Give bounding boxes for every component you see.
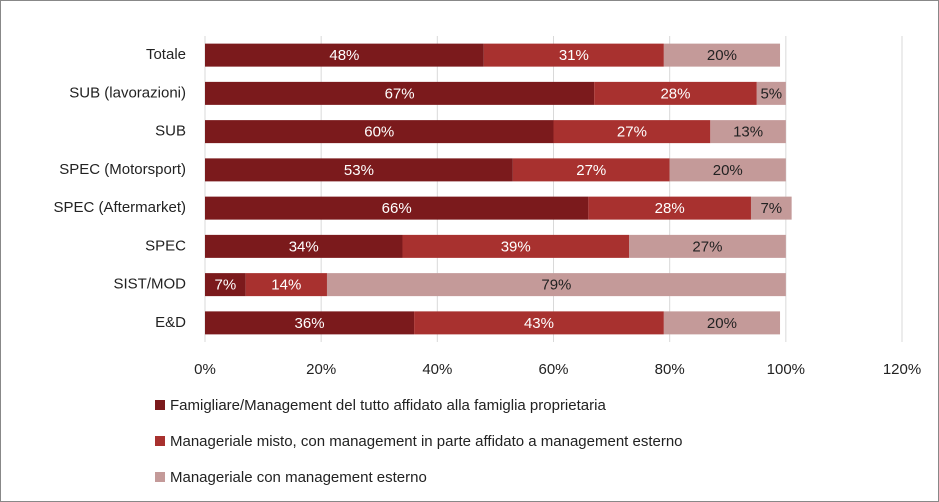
x-tick-label: 100% bbox=[767, 361, 805, 378]
data-label: 27% bbox=[617, 124, 647, 141]
bar-segment bbox=[756, 81, 786, 105]
data-label: 66% bbox=[382, 200, 412, 217]
bar-segment bbox=[205, 43, 484, 67]
x-tick-label: 40% bbox=[422, 361, 452, 378]
data-label: 5% bbox=[760, 85, 782, 102]
bar-segment bbox=[205, 81, 595, 105]
data-label: 67% bbox=[385, 85, 415, 102]
y-tick-label: SPEC (Aftermarket) bbox=[53, 199, 186, 216]
data-label: 43% bbox=[524, 315, 554, 332]
data-label: 13% bbox=[733, 124, 763, 141]
bar-segment bbox=[205, 234, 403, 258]
bar-segment bbox=[629, 234, 786, 258]
data-label: 60% bbox=[364, 124, 394, 141]
data-label: 34% bbox=[289, 238, 319, 255]
data-label: 20% bbox=[713, 162, 743, 179]
data-label: 28% bbox=[660, 85, 690, 102]
data-label: 27% bbox=[692, 238, 722, 255]
x-tick-label: 80% bbox=[655, 361, 685, 378]
bar-segment bbox=[710, 120, 786, 144]
bar-segment bbox=[553, 120, 711, 144]
y-tick-label: SPEC bbox=[145, 237, 186, 254]
y-tick-label: E&D bbox=[155, 314, 186, 331]
bar-segment bbox=[205, 273, 246, 297]
y-tick-label: SIST/MOD bbox=[113, 276, 186, 293]
bar-segment bbox=[205, 120, 554, 144]
legend-swatch bbox=[155, 436, 165, 446]
legend-swatch bbox=[155, 472, 165, 482]
bar-segment bbox=[414, 311, 664, 335]
bar-segment bbox=[669, 158, 786, 182]
bar-segment bbox=[205, 158, 513, 182]
bar-segment bbox=[663, 311, 781, 335]
bar-segment bbox=[402, 234, 630, 258]
legend-label: Manageriale con management esterno bbox=[170, 469, 427, 486]
legend-label: Famigliare/Management del tutto affidato… bbox=[170, 397, 606, 414]
bar-segment bbox=[512, 158, 670, 182]
bar-segment bbox=[588, 196, 751, 220]
data-label: 27% bbox=[576, 162, 606, 179]
bar-segment bbox=[205, 196, 589, 220]
data-label: 20% bbox=[707, 315, 737, 332]
bar-segment bbox=[663, 43, 781, 67]
data-label: 31% bbox=[559, 47, 589, 64]
bar-segment bbox=[750, 196, 792, 220]
bar-segment bbox=[245, 273, 327, 297]
bar-segment bbox=[205, 311, 415, 335]
y-tick-label: SUB bbox=[155, 123, 186, 140]
y-tick-label: SUB (lavorazioni) bbox=[69, 84, 186, 101]
y-tick-label: SPEC (Motorsport) bbox=[59, 161, 186, 178]
data-label: 7% bbox=[214, 277, 236, 294]
x-tick-label: 20% bbox=[306, 361, 336, 378]
bar-segment bbox=[483, 43, 664, 67]
data-label: 48% bbox=[329, 47, 359, 64]
bar-segment bbox=[594, 81, 757, 105]
data-label: 7% bbox=[760, 200, 782, 217]
data-label: 20% bbox=[707, 47, 737, 64]
data-label: 79% bbox=[541, 277, 571, 294]
data-label: 28% bbox=[655, 200, 685, 217]
data-label: 14% bbox=[271, 277, 301, 294]
legend-label: Manageriale misto, con management in par… bbox=[170, 433, 683, 450]
legend-swatch bbox=[155, 400, 165, 410]
y-tick-label: Totale bbox=[146, 46, 186, 63]
x-tick-label: 120% bbox=[883, 361, 921, 378]
x-tick-label: 0% bbox=[194, 361, 216, 378]
data-label: 39% bbox=[501, 238, 531, 255]
data-label: 53% bbox=[344, 162, 374, 179]
bar-segment bbox=[326, 273, 786, 297]
data-label: 36% bbox=[295, 315, 325, 332]
x-tick-label: 60% bbox=[538, 361, 568, 378]
